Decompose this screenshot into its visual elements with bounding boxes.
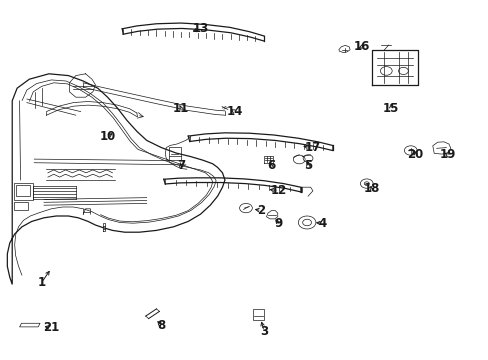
Text: 9: 9 <box>274 217 282 230</box>
Text: 18: 18 <box>363 183 379 195</box>
Text: 2: 2 <box>257 204 265 217</box>
Text: 10: 10 <box>99 130 116 143</box>
Text: 3: 3 <box>260 325 267 338</box>
Text: 21: 21 <box>43 321 60 334</box>
Text: 7: 7 <box>177 159 184 172</box>
Text: 20: 20 <box>407 148 423 161</box>
Text: 16: 16 <box>353 40 369 53</box>
Text: 5: 5 <box>304 159 311 172</box>
Bar <box>14 183 33 200</box>
Text: 8: 8 <box>157 319 165 332</box>
Bar <box>168 147 181 160</box>
Text: 11: 11 <box>172 102 189 114</box>
Bar <box>16 185 30 196</box>
Text: 19: 19 <box>438 148 455 161</box>
Text: 6: 6 <box>267 159 275 172</box>
Bar <box>253 309 264 320</box>
Text: 17: 17 <box>304 141 321 154</box>
Text: 4: 4 <box>318 217 326 230</box>
Text: 14: 14 <box>226 105 243 118</box>
Text: 12: 12 <box>270 184 286 197</box>
Text: 15: 15 <box>382 102 399 114</box>
Bar <box>14 202 28 210</box>
Text: 13: 13 <box>192 22 208 35</box>
Text: 1: 1 <box>38 276 45 289</box>
